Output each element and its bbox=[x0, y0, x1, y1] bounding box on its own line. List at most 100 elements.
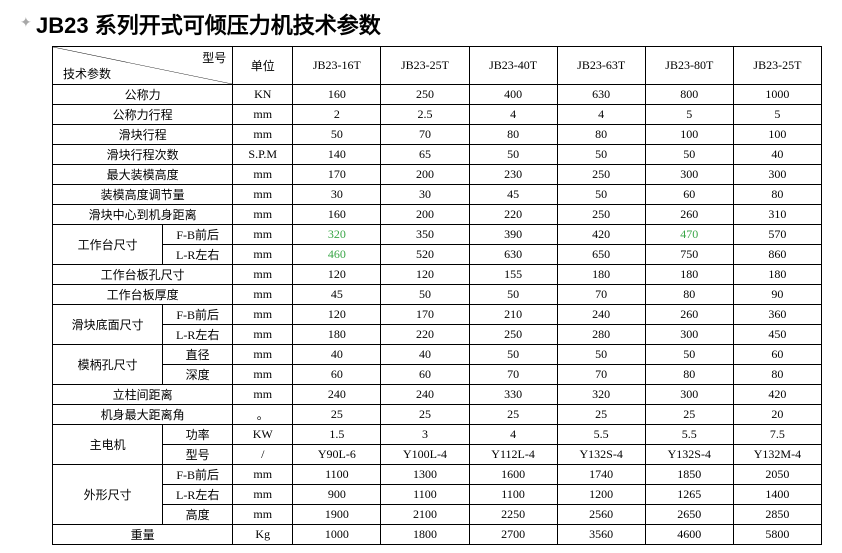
value-cell: 250 bbox=[469, 325, 557, 345]
value-cell: 160 bbox=[293, 85, 381, 105]
value-cell: 25 bbox=[557, 405, 645, 425]
value-cell: 460 bbox=[293, 245, 381, 265]
unit-cell: mm bbox=[233, 285, 293, 305]
value-cell: 1100 bbox=[469, 485, 557, 505]
value-cell: 5.5 bbox=[557, 425, 645, 445]
value-cell: 4 bbox=[557, 105, 645, 125]
unit-cell: KW bbox=[233, 425, 293, 445]
value-cell: Y132S-4 bbox=[645, 445, 733, 465]
value-cell: 750 bbox=[645, 245, 733, 265]
value-cell: 250 bbox=[557, 165, 645, 185]
value-cell: 40 bbox=[381, 345, 469, 365]
param-cell: 工作台尺寸 bbox=[53, 225, 163, 265]
unit-cell: mm bbox=[233, 205, 293, 225]
table-row: 工作台板孔尺寸mm120120155180180180 bbox=[53, 265, 822, 285]
table-row: L-R左右mm90011001100120012651400 bbox=[53, 485, 822, 505]
table-row: 工作台尺寸F-B前后mm320350390420470570 bbox=[53, 225, 822, 245]
value-cell: 90 bbox=[733, 285, 821, 305]
param-cell: 滑块中心到机身距离 bbox=[53, 205, 233, 225]
header-model-1: JB23-25T bbox=[381, 47, 469, 85]
value-cell: 3 bbox=[381, 425, 469, 445]
value-cell: 240 bbox=[557, 305, 645, 325]
value-cell: 240 bbox=[293, 385, 381, 405]
value-cell: 900 bbox=[293, 485, 381, 505]
table-row: 型号/Y90L-6Y100L-4Y112L-4Y132S-4Y132S-4Y13… bbox=[53, 445, 822, 465]
unit-cell: mm bbox=[233, 465, 293, 485]
value-cell: 360 bbox=[733, 305, 821, 325]
unit-cell: mm bbox=[233, 485, 293, 505]
value-cell: 70 bbox=[469, 365, 557, 385]
value-cell: 65 bbox=[381, 145, 469, 165]
value-cell: 2050 bbox=[733, 465, 821, 485]
value-cell: 60 bbox=[733, 345, 821, 365]
value-cell: 1265 bbox=[645, 485, 733, 505]
param-cell: 装模高度调节量 bbox=[53, 185, 233, 205]
param-cell: 滑块底面尺寸 bbox=[53, 305, 163, 345]
header-model-5: JB23-25T bbox=[733, 47, 821, 85]
param-sub-cell: L-R左右 bbox=[163, 325, 233, 345]
value-cell: 30 bbox=[293, 185, 381, 205]
param-sub-cell: F-B前后 bbox=[163, 305, 233, 325]
value-cell: 260 bbox=[645, 205, 733, 225]
unit-cell: mm bbox=[233, 225, 293, 245]
value-cell: 2700 bbox=[469, 525, 557, 545]
unit-cell: mm bbox=[233, 365, 293, 385]
param-sub-cell: 直径 bbox=[163, 345, 233, 365]
value-cell: 70 bbox=[381, 125, 469, 145]
value-cell: 2850 bbox=[733, 505, 821, 525]
table-row: 滑块中心到机身距离mm160200220250260310 bbox=[53, 205, 822, 225]
table-row: 立柱间距离mm240240330320300420 bbox=[53, 385, 822, 405]
param-sub-cell: F-B前后 bbox=[163, 225, 233, 245]
value-cell: 220 bbox=[381, 325, 469, 345]
value-cell: 240 bbox=[381, 385, 469, 405]
value-cell: 25 bbox=[293, 405, 381, 425]
value-cell: Y90L-6 bbox=[293, 445, 381, 465]
value-cell: 120 bbox=[381, 265, 469, 285]
value-cell: 50 bbox=[469, 345, 557, 365]
value-cell: 60 bbox=[293, 365, 381, 385]
value-cell: 4 bbox=[469, 105, 557, 125]
value-cell: 230 bbox=[469, 165, 557, 185]
param-cell: 工作台板厚度 bbox=[53, 285, 233, 305]
unit-cell: S.P.M bbox=[233, 145, 293, 165]
value-cell: 860 bbox=[733, 245, 821, 265]
param-cell: 机身最大距离角 bbox=[53, 405, 233, 425]
header-model-label: 型号 bbox=[202, 49, 226, 66]
param-cell: 立柱间距离 bbox=[53, 385, 233, 405]
table-row: 工作台板厚度mm455050708090 bbox=[53, 285, 822, 305]
value-cell: 45 bbox=[293, 285, 381, 305]
value-cell: 100 bbox=[733, 125, 821, 145]
value-cell: 2560 bbox=[557, 505, 645, 525]
value-cell: 80 bbox=[557, 125, 645, 145]
value-cell: 650 bbox=[557, 245, 645, 265]
value-cell: 80 bbox=[469, 125, 557, 145]
value-cell: 260 bbox=[645, 305, 733, 325]
value-cell: 50 bbox=[645, 145, 733, 165]
value-cell: 220 bbox=[469, 205, 557, 225]
value-cell: 50 bbox=[469, 145, 557, 165]
value-cell: 5 bbox=[733, 105, 821, 125]
table-row: 主电机功率KW1.5345.55.57.5 bbox=[53, 425, 822, 445]
table-row: 深度mm606070708080 bbox=[53, 365, 822, 385]
value-cell: 120 bbox=[293, 305, 381, 325]
value-cell: 1740 bbox=[557, 465, 645, 485]
value-cell: 4 bbox=[469, 425, 557, 445]
value-cell: Y100L-4 bbox=[381, 445, 469, 465]
value-cell: 300 bbox=[645, 385, 733, 405]
value-cell: 350 bbox=[381, 225, 469, 245]
unit-cell: / bbox=[233, 445, 293, 465]
bullet-icon: ✦ bbox=[20, 19, 30, 29]
param-sub-cell: 功率 bbox=[163, 425, 233, 445]
value-cell: 630 bbox=[469, 245, 557, 265]
spec-table: 型号技术参数单位JB23-16TJB23-25TJB23-40TJB23-63T… bbox=[52, 46, 822, 545]
table-row: 装模高度调节量mm303045506080 bbox=[53, 185, 822, 205]
value-cell: 1400 bbox=[733, 485, 821, 505]
value-cell: Y132M-4 bbox=[733, 445, 821, 465]
header-model-4: JB23-80T bbox=[645, 47, 733, 85]
value-cell: 300 bbox=[645, 325, 733, 345]
value-cell: 5 bbox=[645, 105, 733, 125]
param-sub-cell: L-R左右 bbox=[163, 485, 233, 505]
table-row: L-R左右mm460520630650750860 bbox=[53, 245, 822, 265]
param-cell: 工作台板孔尺寸 bbox=[53, 265, 233, 285]
value-cell: 50 bbox=[557, 345, 645, 365]
